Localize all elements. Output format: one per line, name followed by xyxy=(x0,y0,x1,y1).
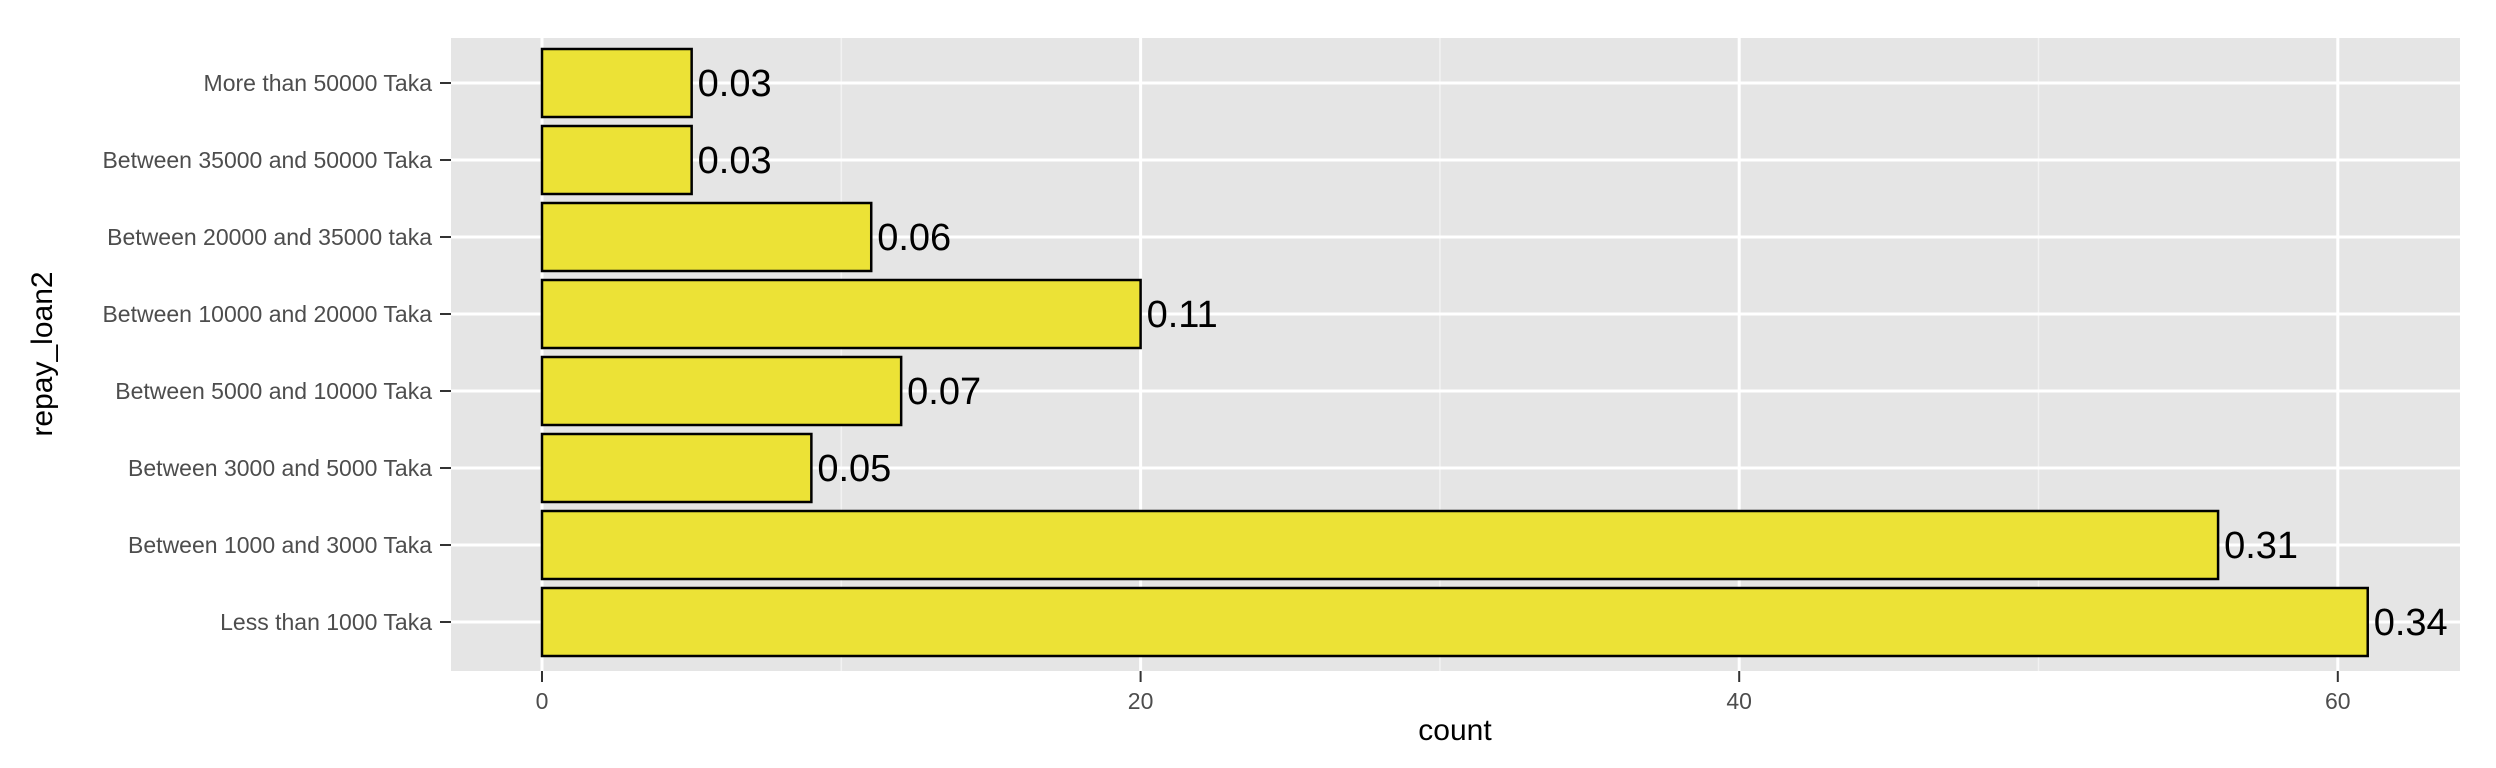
bar-data-label: 0.03 xyxy=(698,140,772,182)
y-axis-title: repay_loan2 xyxy=(26,271,59,436)
x-tick-label: 60 xyxy=(2325,688,2351,714)
bar-data-label: 0.31 xyxy=(2224,525,2298,567)
y-tick-label: Between 5000 and 10000 Taka xyxy=(115,378,432,404)
bar-data-label: 0.11 xyxy=(1147,294,1218,336)
y-axis: Less than 1000 Taka Between 1000 and 3000… xyxy=(102,70,451,635)
bar xyxy=(540,278,1142,350)
bar xyxy=(540,124,693,196)
bar xyxy=(540,432,813,504)
y-tick-label: Between 1000 and 3000 Taka xyxy=(128,532,432,558)
x-axis-title: count xyxy=(1418,714,1492,747)
x-axis: 0 20 40 60 xyxy=(536,671,2351,714)
x-tick-label: 20 xyxy=(1128,688,1154,714)
y-tick-label: Less than 1000 Taka xyxy=(220,609,432,635)
bar-data-label: 0.34 xyxy=(2374,602,2448,644)
bar xyxy=(540,509,2220,581)
y-tick-label: Between 10000 and 20000 Taka xyxy=(102,301,432,327)
y-tick-label: Between 3000 and 5000 Taka xyxy=(128,455,432,481)
bar-labels: 0.34 0.31 0.05 0.07 0.11 0.06 0.03 0.03 xyxy=(698,63,2448,644)
y-tick-label: Between 20000 and 35000 taka xyxy=(107,224,432,250)
bar xyxy=(540,586,2369,658)
x-tick-label: 40 xyxy=(1726,688,1752,714)
y-tick-label: Between 35000 and 50000 Taka xyxy=(102,147,432,173)
bar-data-label: 0.05 xyxy=(817,448,891,490)
bar xyxy=(540,47,693,119)
y-tick-label: More than 50000 Taka xyxy=(204,70,433,96)
bar-data-label: 0.03 xyxy=(698,63,772,105)
bar-data-label: 0.07 xyxy=(907,371,981,413)
bars xyxy=(540,47,2369,658)
bar xyxy=(540,201,873,273)
bar xyxy=(540,355,903,427)
bar-data-label: 0.06 xyxy=(877,217,951,259)
x-tick-label: 0 xyxy=(536,688,549,714)
